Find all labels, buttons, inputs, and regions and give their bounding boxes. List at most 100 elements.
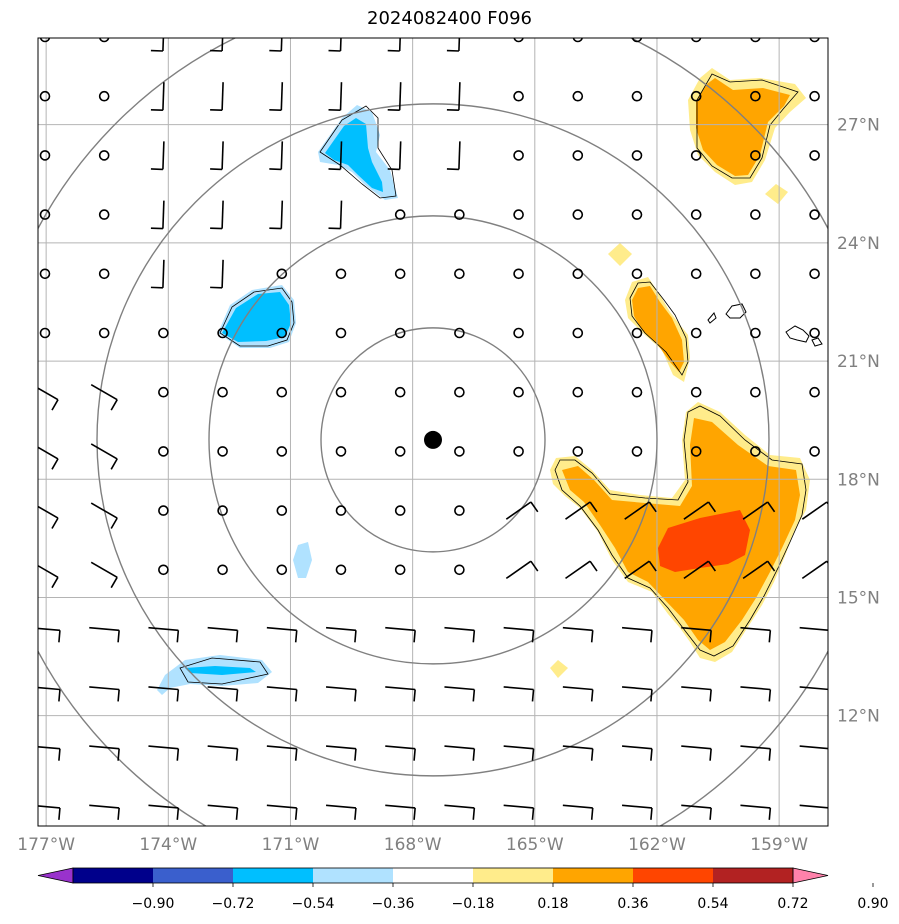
- wind-barb: [328, 38, 342, 52]
- calm-wind-circle: [394, 327, 406, 339]
- wind-barb: [38, 446, 59, 470]
- calm-wind-circle: [572, 150, 584, 161]
- wind-barb: [446, 82, 461, 111]
- calm-wind-circle: [217, 564, 228, 576]
- map-frame: [37, 37, 829, 827]
- wind-barb: [740, 745, 772, 761]
- calm-wind-circle: [572, 268, 584, 280]
- calm-wind-circle: [809, 386, 820, 398]
- wind-barb: [207, 686, 239, 702]
- calm-wind-circle: [217, 446, 228, 457]
- latitude-label: 15°N: [837, 588, 880, 608]
- calm-wind-circle: [276, 268, 288, 280]
- wind-barb: [505, 560, 539, 580]
- wind-barb: [446, 141, 461, 171]
- calm-wind-circle: [690, 327, 702, 339]
- wind-barb: [269, 200, 284, 230]
- wind-barb: [325, 745, 357, 761]
- colorbar-bin: [713, 868, 794, 883]
- wind-barb: [742, 501, 776, 520]
- wind-barb: [683, 501, 717, 520]
- wind-barb: [207, 626, 239, 643]
- wind-barb: [562, 745, 594, 761]
- colorbar-bin: [233, 868, 314, 883]
- calm-wind-circle: [750, 268, 761, 280]
- longitude-label: 159°W: [750, 835, 808, 855]
- wind-barb: [444, 626, 476, 643]
- wind-barb: [150, 82, 165, 111]
- wind-barb: [325, 626, 357, 643]
- wind-barb: [503, 626, 535, 643]
- island-4: [811, 337, 823, 347]
- colorbar-tick-label: −0.90: [132, 896, 175, 912]
- wind-barb: [621, 804, 653, 820]
- wind-barb: [150, 259, 165, 289]
- calm-wind-circle: [513, 38, 524, 43]
- calm-wind-circle: [454, 327, 465, 339]
- wind-barb: [148, 686, 180, 702]
- calm-wind-circle: [513, 90, 524, 102]
- contour-southeast: [554, 405, 807, 657]
- calm-wind-circle: [631, 90, 643, 102]
- calm-wind-circle: [690, 386, 702, 398]
- calm-wind-circle: [454, 446, 465, 457]
- calm-wind-circle: [572, 327, 584, 339]
- calm-wind-circle: [335, 386, 347, 398]
- wind-barb: [38, 627, 61, 643]
- wind-barb: [385, 804, 416, 820]
- wind-barb: [266, 626, 298, 643]
- wind-barb: [385, 686, 416, 702]
- calm-wind-circle: [690, 38, 702, 43]
- wind-barb: [328, 82, 343, 111]
- colorbar-tick-label: −0.54: [292, 896, 335, 912]
- wind-barb: [269, 141, 284, 171]
- calm-wind-circle: [750, 150, 761, 161]
- longitude-label: 168°W: [384, 835, 442, 855]
- calm-wind-circle: [513, 446, 524, 457]
- calm-wind-circle: [158, 505, 169, 516]
- range-rings: [38, 38, 828, 826]
- colorbar-tick-label: 0.18: [537, 896, 568, 912]
- wind-barb: [681, 626, 712, 643]
- wind-barb: [325, 686, 357, 702]
- positive-area-northeast-core: [696, 78, 790, 176]
- wind-barb: [210, 200, 224, 230]
- wind-barb: [801, 560, 828, 580]
- calm-wind-circle: [217, 386, 228, 398]
- calm-wind-circle: [631, 150, 643, 161]
- wind-barb: [266, 745, 298, 761]
- calm-wind-circle: [750, 327, 761, 339]
- positive-area-islet-1: [765, 184, 788, 204]
- wind-barb: [503, 686, 535, 702]
- wind-barb: [444, 686, 476, 702]
- calm-wind-circle: [572, 38, 584, 43]
- calm-wind-circle: [809, 209, 820, 220]
- calm-wind-circle: [98, 150, 110, 161]
- negative-anomaly-areas: [157, 105, 398, 695]
- calm-wind-circle: [39, 327, 51, 339]
- calm-wind-circle: [394, 564, 406, 576]
- wind-barb: [210, 259, 224, 289]
- colorbar-tick-label: −0.36: [372, 896, 415, 912]
- wind-barb: [740, 804, 772, 820]
- wind-barb: [624, 501, 657, 520]
- wind-barb: [328, 200, 343, 230]
- wind-barb: [387, 38, 401, 52]
- wind-barb: [38, 564, 59, 589]
- wind-barb: [38, 686, 61, 702]
- colorbar-bin: [313, 868, 394, 883]
- colorbar-bin: [553, 868, 634, 883]
- wind-barb: [681, 745, 712, 761]
- wind-barb: [740, 626, 772, 643]
- wind-barb: [38, 745, 61, 761]
- wind-barb: [621, 626, 653, 643]
- wind-barb: [385, 626, 416, 643]
- wind-barb: [562, 804, 594, 820]
- calm-wind-circle: [513, 327, 524, 339]
- latitude-label: 24°N: [837, 234, 880, 254]
- calm-wind-circle: [217, 327, 228, 339]
- wind-barb: [89, 745, 120, 761]
- calm-wind-circle: [276, 564, 288, 576]
- wind-barb: [385, 745, 416, 761]
- calm-wind-circle: [513, 386, 524, 398]
